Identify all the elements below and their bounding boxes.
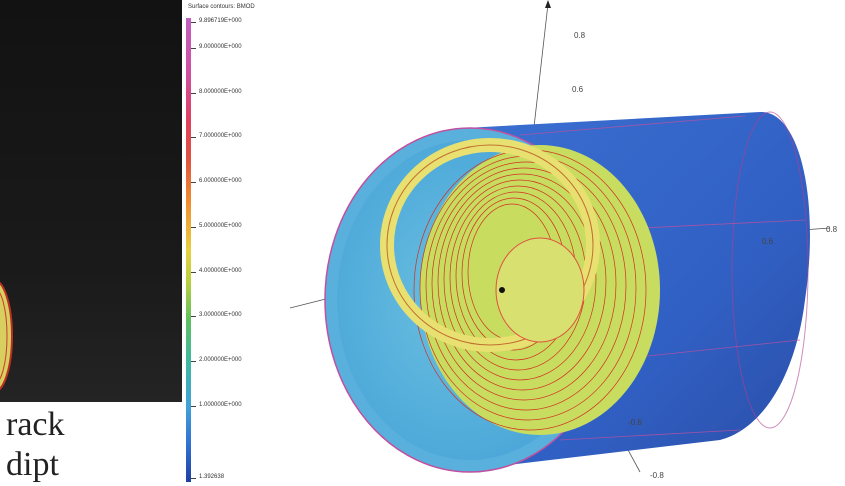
colorbar-tick-label: 3.000000E+000 xyxy=(199,312,242,319)
colorbar-tick-label: 6.000000E+000 xyxy=(199,178,242,185)
colorbar-tick-label: 4.000000E+000 xyxy=(199,267,242,274)
colorbar-gradient xyxy=(186,18,191,482)
colorbar-tick-label: 1.000000E+000 xyxy=(199,401,242,408)
colorbar-tick-mark xyxy=(191,478,196,479)
colorbar-tick-mark xyxy=(191,92,196,94)
caption-line-2: dipt xyxy=(6,446,59,483)
axis-label-right-1: 0.6 xyxy=(762,237,774,246)
colorbar-tick-label: 5.000000E+000 xyxy=(199,222,242,229)
colorbar-tick-mark xyxy=(191,405,196,407)
colorbar-tick-label: 2.000000E+000 xyxy=(199,356,242,363)
partial-coil-image xyxy=(0,281,13,391)
colorbar-tick-mark xyxy=(191,48,196,49)
colorbar-tick-mark xyxy=(191,226,196,228)
axis-label-right-2: 0.8 xyxy=(826,225,838,234)
caption-line-1: rack xyxy=(6,406,65,443)
colorbar-tick-mark xyxy=(191,137,196,139)
colorbar-tick-mark xyxy=(191,182,196,184)
colorbar-tick-mark xyxy=(191,316,196,318)
colorbar-tick-label: 7.000000E+000 xyxy=(199,133,242,140)
colorbar-tick-mark xyxy=(191,271,196,273)
caption-box: rack dipt xyxy=(0,402,182,486)
colorbar-tick-mark xyxy=(191,22,196,23)
axis-label-top-1: 0.8 xyxy=(574,31,586,40)
axis-arrow xyxy=(545,0,551,8)
axis-label-bottom: -0.6 xyxy=(628,418,642,427)
colorbar-tick-label: 1.392638 xyxy=(199,474,225,480)
axis-label-top-2: 0.6 xyxy=(572,85,584,94)
colorbar-title: Surface contours: BMOD xyxy=(188,4,255,10)
colorbar-tick-mark xyxy=(191,360,196,362)
axis-label-bottom-2: -0.8 xyxy=(650,471,664,480)
colorbar-tick-label: 8.000000E+000 xyxy=(199,88,242,95)
coil-3d-plot: 0.8 0.6 0.6 0.8 -0.6 -0.8 xyxy=(289,0,838,480)
colorbar-tick-label: 9.000000E+000 xyxy=(199,44,242,50)
colorbar-tick-label: 9.896719E+000 xyxy=(199,18,242,24)
helical-coil xyxy=(380,138,660,435)
